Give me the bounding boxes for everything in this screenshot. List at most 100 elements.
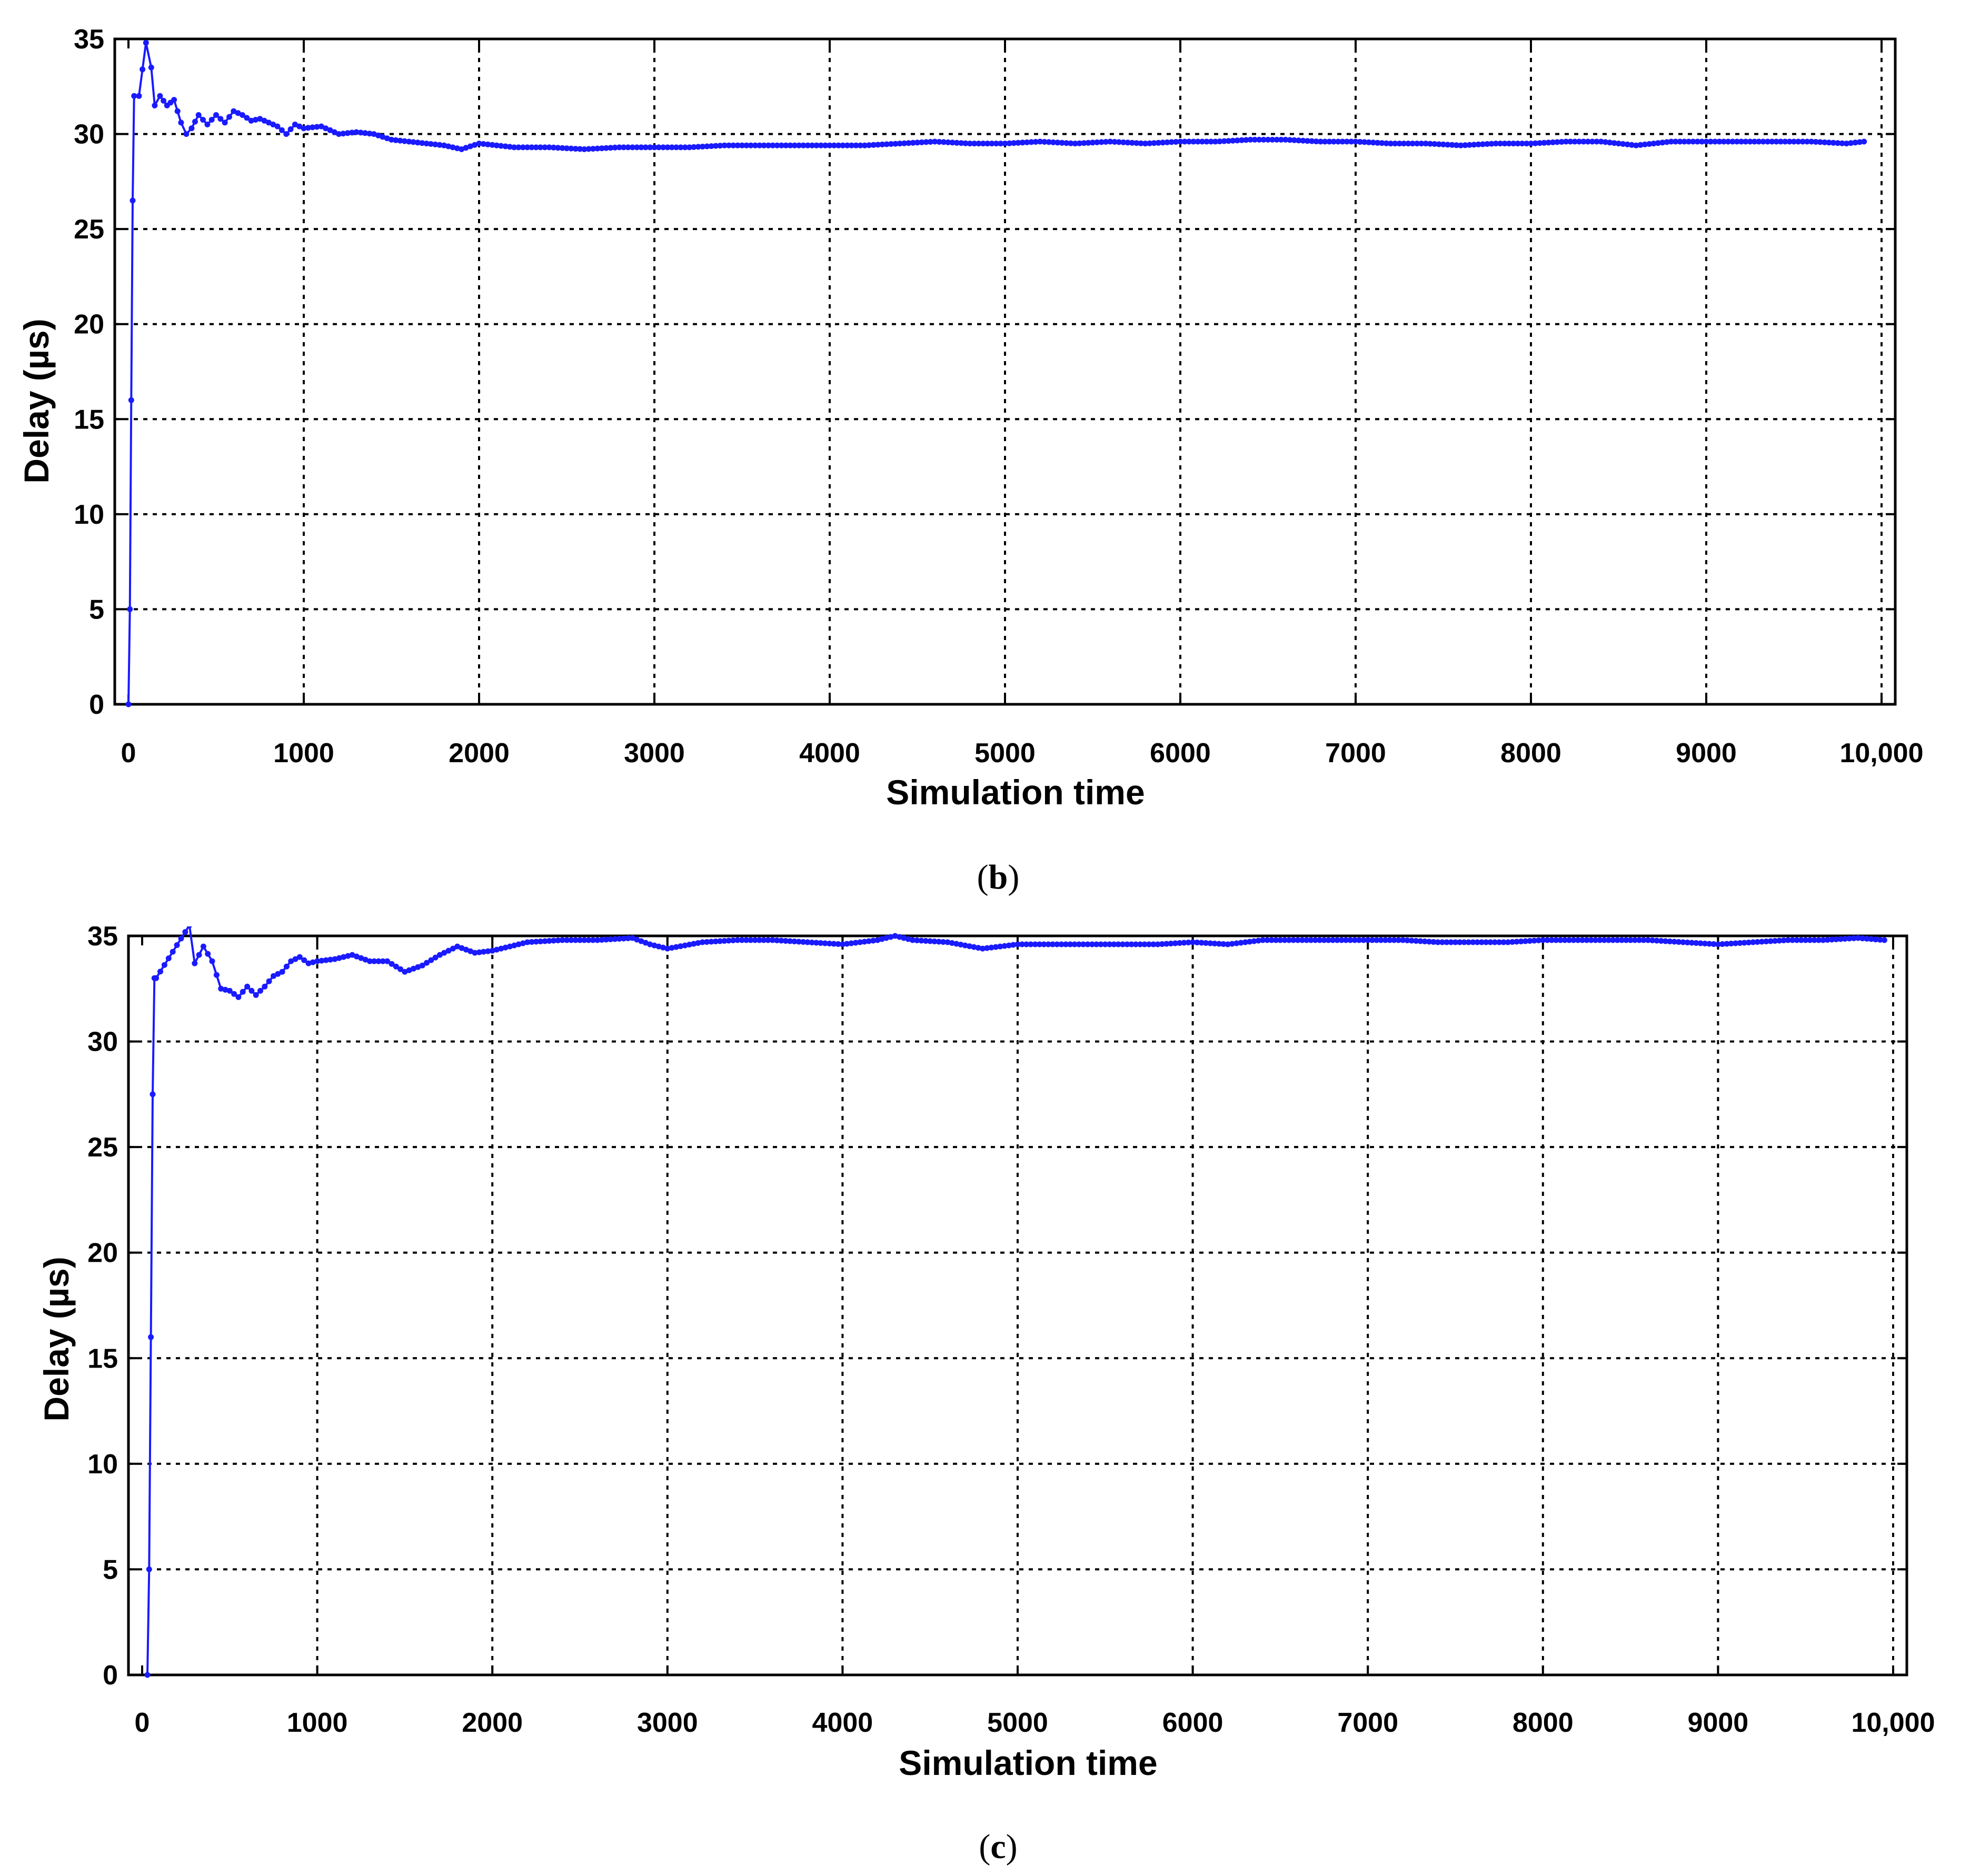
data-point bbox=[533, 939, 539, 945]
data-point bbox=[182, 929, 188, 935]
data-point bbox=[870, 937, 877, 944]
data-point bbox=[1360, 937, 1367, 943]
data-point bbox=[713, 143, 719, 149]
data-point bbox=[967, 943, 972, 950]
data-point bbox=[1483, 939, 1489, 945]
data-point bbox=[822, 940, 828, 946]
data-point bbox=[555, 145, 561, 151]
data-point bbox=[945, 139, 951, 145]
data-point bbox=[441, 142, 447, 148]
data-point bbox=[1155, 139, 1161, 146]
data-point bbox=[1282, 136, 1289, 143]
data-point bbox=[1427, 141, 1433, 147]
data-point bbox=[235, 994, 242, 1000]
data-point bbox=[988, 944, 994, 951]
data-point bbox=[1107, 138, 1113, 145]
data-point bbox=[1090, 139, 1096, 146]
data-point bbox=[774, 142, 780, 148]
data-point bbox=[1309, 138, 1315, 144]
data-point bbox=[327, 127, 333, 133]
data-point bbox=[958, 942, 964, 947]
data-point bbox=[1436, 141, 1442, 147]
data-point bbox=[594, 145, 601, 152]
data-point bbox=[944, 939, 951, 945]
data-point bbox=[174, 942, 180, 948]
data-point bbox=[1002, 141, 1008, 147]
x-tick-label: 6000 bbox=[1150, 738, 1211, 769]
data-point bbox=[941, 139, 947, 145]
data-point bbox=[1439, 939, 1446, 945]
data-point bbox=[642, 144, 649, 151]
data-point bbox=[1457, 939, 1463, 945]
data-point bbox=[603, 145, 609, 151]
data-point bbox=[533, 144, 539, 151]
data-point bbox=[857, 142, 863, 148]
data-point bbox=[1221, 138, 1227, 144]
data-point bbox=[629, 935, 635, 941]
data-point bbox=[879, 141, 885, 147]
data-point bbox=[1404, 937, 1410, 943]
data-point bbox=[1616, 141, 1621, 147]
data-point bbox=[208, 117, 215, 123]
data-point bbox=[1767, 938, 1774, 944]
data-point bbox=[686, 144, 693, 151]
data-point bbox=[1491, 939, 1498, 945]
data-point bbox=[1195, 138, 1201, 145]
x-tick-label: 1000 bbox=[273, 738, 334, 769]
data-point bbox=[226, 987, 233, 994]
data-point bbox=[371, 131, 377, 137]
data-point bbox=[1664, 139, 1670, 145]
panel-paren-close: ) bbox=[1006, 1828, 1018, 1866]
data-point bbox=[1567, 138, 1574, 145]
data-point bbox=[922, 938, 929, 944]
data-point bbox=[1760, 138, 1766, 145]
data-point bbox=[131, 93, 137, 99]
data-point bbox=[813, 940, 819, 946]
data-point bbox=[678, 144, 684, 151]
panel-paren-close: ) bbox=[1008, 858, 1019, 896]
data-point bbox=[205, 951, 211, 957]
data-point bbox=[1330, 937, 1336, 943]
data-point bbox=[375, 132, 381, 138]
chart-c: 0 1000 2000 3000 4000 5000 6000 7000 8000 9000 10,… bbox=[37, 926, 1935, 1866]
data-point bbox=[655, 144, 662, 151]
data-point bbox=[1785, 937, 1791, 943]
data-point bbox=[1220, 941, 1227, 947]
data-point bbox=[366, 958, 373, 964]
data-point bbox=[283, 963, 290, 970]
data-point bbox=[1093, 941, 1100, 947]
data-point bbox=[971, 944, 977, 950]
data-point bbox=[1649, 937, 1656, 943]
data-point bbox=[231, 108, 237, 114]
data-point bbox=[1743, 138, 1749, 145]
data-point bbox=[1576, 138, 1583, 145]
data-point bbox=[1125, 139, 1131, 146]
data-point bbox=[1471, 142, 1477, 148]
data-point bbox=[1155, 941, 1161, 947]
data-point bbox=[831, 941, 837, 947]
data-point bbox=[787, 142, 793, 148]
data-point bbox=[186, 926, 192, 929]
data-point bbox=[1859, 935, 1866, 942]
data-point bbox=[441, 950, 447, 956]
data-point bbox=[673, 944, 679, 950]
data-point bbox=[1430, 939, 1437, 945]
data-point bbox=[344, 130, 351, 136]
data-point bbox=[1756, 138, 1762, 145]
data-point bbox=[493, 142, 500, 148]
data-point bbox=[1137, 941, 1143, 947]
data-point bbox=[599, 145, 605, 152]
data-point bbox=[870, 142, 877, 148]
series-markers bbox=[144, 926, 1887, 1678]
series-markers bbox=[125, 39, 1867, 707]
data-point bbox=[980, 141, 986, 147]
data-point bbox=[708, 939, 714, 945]
data-point bbox=[467, 948, 474, 954]
data-point bbox=[1120, 139, 1127, 145]
data-point bbox=[669, 945, 675, 951]
y-axis-label: Delay (µs) bbox=[37, 1256, 76, 1421]
data-point bbox=[1689, 940, 1695, 946]
data-point bbox=[454, 943, 461, 950]
data-point bbox=[848, 940, 854, 946]
data-point bbox=[1724, 941, 1730, 947]
